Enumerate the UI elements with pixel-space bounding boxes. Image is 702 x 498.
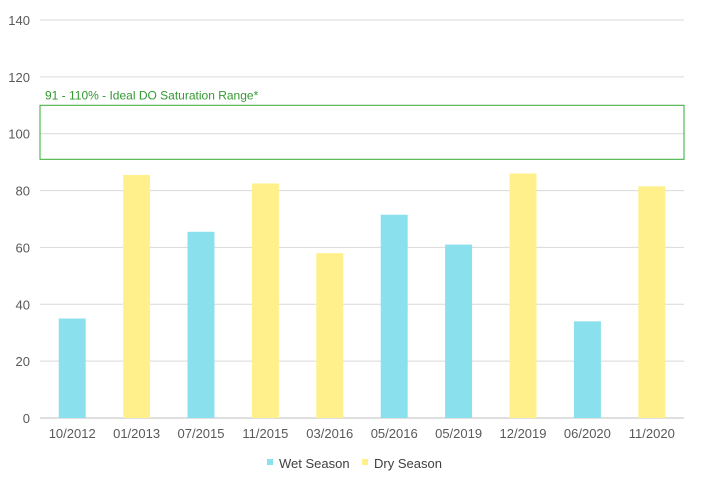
y-tick-label: 140	[8, 13, 30, 28]
x-tick-label: 12/2019	[500, 426, 547, 441]
y-tick-label: 20	[16, 354, 30, 369]
legend-swatch	[362, 459, 368, 465]
x-tick-label: 03/2016	[306, 426, 353, 441]
bar-03-2016	[316, 253, 344, 418]
x-tick-label: 01/2013	[113, 426, 160, 441]
y-axis-ticks: 0 20 40 60 80 100 120 140	[8, 13, 30, 426]
bar-10-2012	[58, 318, 86, 418]
y-tick-label: 120	[8, 70, 30, 85]
bar-07-2015	[187, 231, 215, 418]
ideal-range-band: 91 - 110% - Ideal DO Saturation Range*	[39, 88, 685, 160]
legend-swatch	[267, 459, 273, 465]
y-tick-label: 60	[16, 240, 30, 255]
bar-12-2019	[509, 173, 537, 418]
x-tick-label: 06/2020	[564, 426, 611, 441]
x-tick-label: 05/2016	[371, 426, 418, 441]
x-tick-label: 11/2020	[629, 426, 675, 441]
x-axis-ticks: 10/2012 01/2013 07/2015 11/2015 03/2016 05/20…	[49, 426, 675, 441]
legend: Wet Season Dry Season	[267, 456, 442, 471]
bar-11-2015	[251, 183, 279, 418]
y-tick-label: 40	[16, 297, 30, 312]
legend-label: Wet Season	[279, 456, 350, 471]
y-tick-label: 0	[23, 411, 30, 426]
ideal-range-label: 91 - 110% - Ideal DO Saturation Range*	[45, 88, 259, 102]
legend-label: Dry Season	[374, 456, 442, 471]
bar-01-2013	[123, 174, 151, 418]
y-tick-label: 80	[16, 184, 30, 199]
x-tick-label: 11/2015	[242, 426, 288, 441]
bar-05-2019	[445, 244, 473, 418]
bar-11-2020	[638, 186, 666, 418]
x-tick-label: 05/2019	[435, 426, 482, 441]
bar-06-2020	[573, 321, 601, 418]
bars	[58, 173, 666, 418]
ideal-range-box	[39, 104, 685, 160]
bar-05-2016	[380, 214, 408, 418]
y-tick-label: 100	[8, 127, 30, 142]
x-tick-label: 10/2012	[49, 426, 96, 441]
x-tick-label: 07/2015	[178, 426, 225, 441]
